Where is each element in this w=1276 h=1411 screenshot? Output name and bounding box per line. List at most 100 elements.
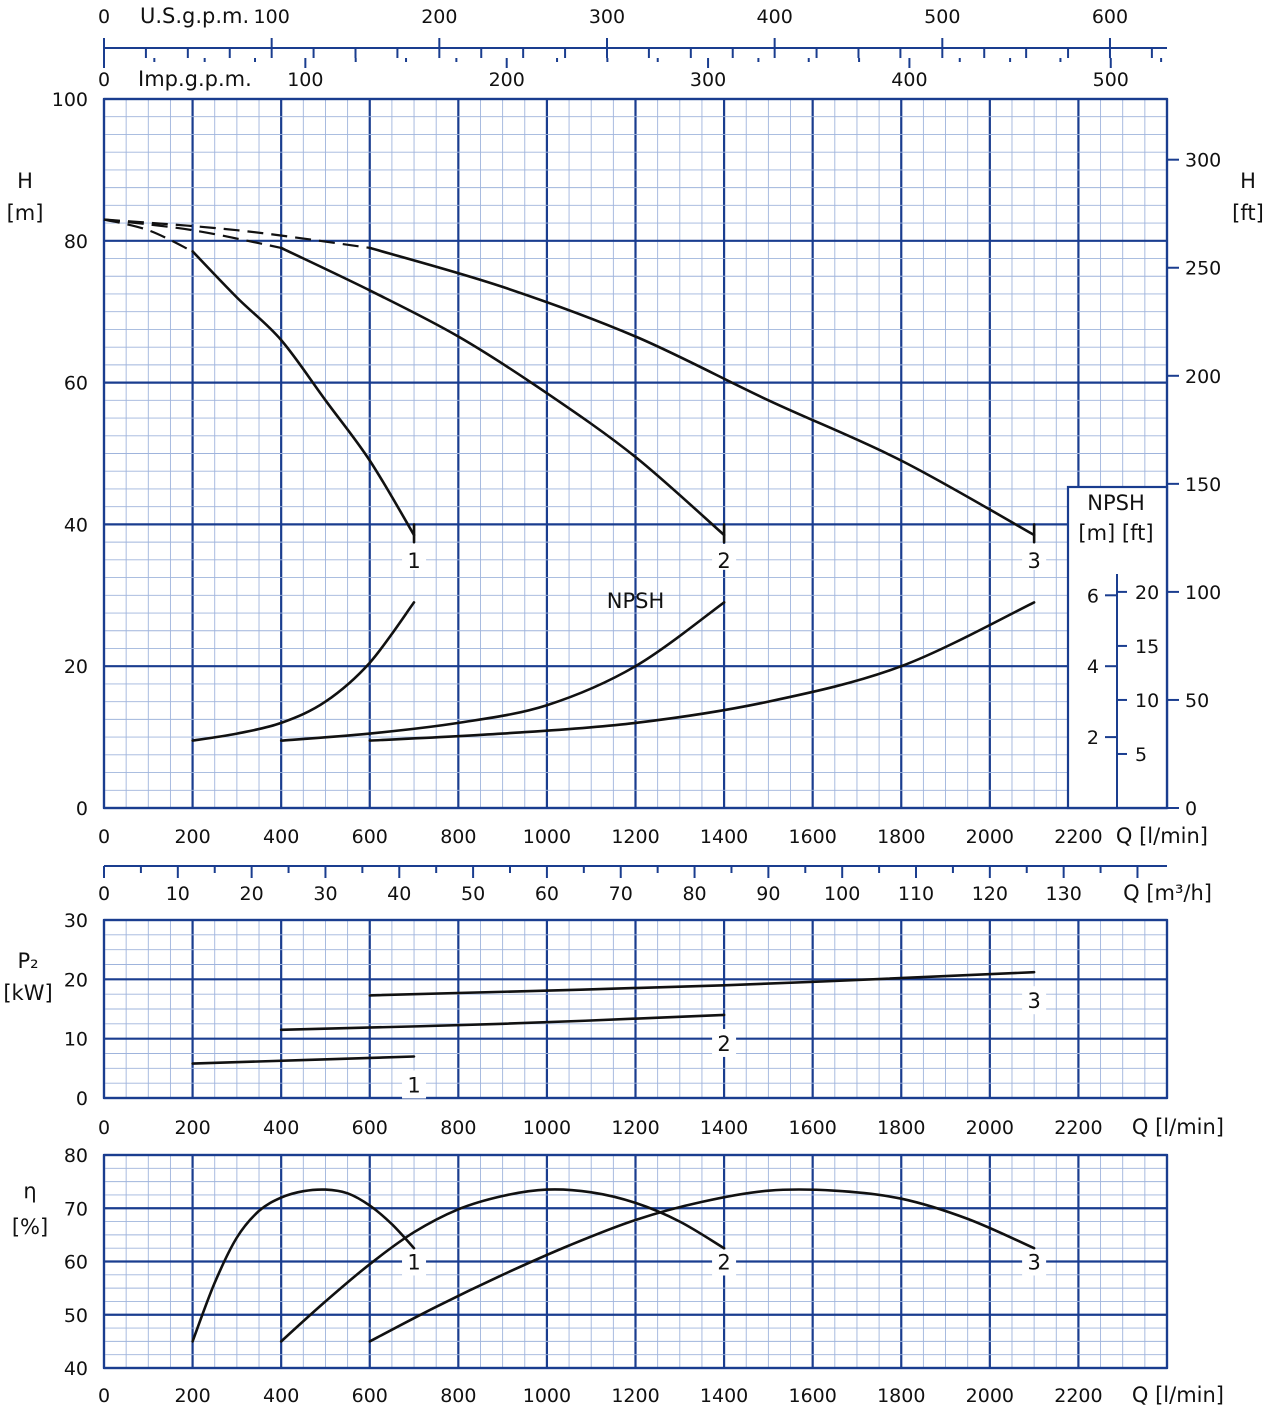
- head-x-tick-label: 600: [352, 826, 388, 848]
- power-curve-label-3: 3: [1027, 989, 1040, 1013]
- efficiency-curve-label-1: 1: [407, 1250, 420, 1274]
- eff-x-tick-label: 0: [98, 1385, 110, 1407]
- head-y-tick-label: 60: [64, 373, 88, 395]
- power-curve-label-bg: [402, 1070, 427, 1099]
- impgpm-tick-label: 500: [1093, 69, 1129, 91]
- efficiency-curve-label-2: 2: [717, 1250, 730, 1274]
- eff-x-tick-label: 200: [174, 1385, 210, 1407]
- head-curve-2: [279, 246, 726, 537]
- efficiency-curve-label-bg: [712, 1249, 737, 1276]
- head-curve-2-dashed: [103, 218, 282, 249]
- eff-x-tick-label: 1800: [877, 1385, 925, 1407]
- head-x-tick-label: 800: [440, 826, 476, 848]
- head-x-tick-label: 2000: [966, 826, 1014, 848]
- m3h-tick-label: 100: [824, 883, 860, 905]
- power-x-tick-label: 1600: [788, 1117, 836, 1139]
- eff-x-tick-label: 2000: [966, 1385, 1014, 1407]
- efficiency-curve-label-3: 3: [1027, 1250, 1040, 1274]
- eff-y-tick-label: 60: [64, 1252, 88, 1274]
- eff-x-tick-label: 1600: [788, 1385, 836, 1407]
- axis-layer: [102, 38, 1179, 1370]
- eff-x-tick-label: 800: [440, 1385, 476, 1407]
- efficiency-x-axis-label: Q [l/min]: [1132, 1383, 1224, 1407]
- npsh-ft-tick-label: 5: [1135, 744, 1147, 766]
- head-right-tick-label: 100: [1185, 582, 1221, 604]
- power-y-tick-label: 0: [76, 1088, 88, 1110]
- m3h-tick-label: 10: [166, 883, 190, 905]
- usgpm-tick-label: 600: [1092, 6, 1128, 28]
- m3h-tick-label: 50: [461, 883, 485, 905]
- power-curve-label-bg: [712, 1028, 737, 1057]
- npsh-box-units: [m] [ft]: [1078, 521, 1153, 545]
- efficiency-curve-1: [191, 1188, 416, 1343]
- usgpm-tick-label: 0: [98, 6, 110, 28]
- head-curve-label-bg: [402, 543, 427, 570]
- npsh-curve-2: [279, 601, 726, 742]
- eff-x-tick-label: 1400: [700, 1385, 748, 1407]
- power-x-tick-label: 800: [440, 1117, 476, 1139]
- power-axis-unit: [kW]: [3, 981, 52, 1005]
- efficiency-curve-3: [368, 1188, 1036, 1343]
- power-y-tick-label: 20: [64, 969, 88, 991]
- head-right-tick-label: 50: [1185, 690, 1209, 712]
- power-x-tick-label: 1200: [611, 1117, 659, 1139]
- eff-x-tick-label: 1000: [523, 1385, 571, 1407]
- power-curve-3: [368, 970, 1036, 997]
- usgpm-tick-label: 200: [421, 6, 457, 28]
- head-right-tick-label: 200: [1185, 366, 1221, 388]
- npsh-curve-3: [368, 601, 1036, 742]
- head-x-tick-label: 1200: [611, 826, 659, 848]
- m3h-tick-label: 0: [98, 883, 110, 905]
- efficiency-axis-unit: [%]: [12, 1215, 48, 1239]
- m3h-tick-label: 30: [313, 883, 337, 905]
- impgpm-tick-label: 0: [98, 69, 110, 91]
- head-y-tick-label: 0: [76, 798, 88, 820]
- impgpm-tick-label: 200: [489, 69, 525, 91]
- head-x-tick-label: 1400: [700, 826, 748, 848]
- m3h-tick-label: 40: [387, 883, 411, 905]
- impgpm-tick-label: 100: [287, 69, 323, 91]
- head-x-tick-label: 2200: [1054, 826, 1102, 848]
- m3h-tick-label: 90: [756, 883, 780, 905]
- head-curve-3-dashed: [103, 218, 370, 249]
- head-y-tick-label: 40: [64, 514, 88, 536]
- usgpm-tick-label: 300: [589, 6, 625, 28]
- head-x-tick-label: 200: [174, 826, 210, 848]
- npsh-annotation: NPSH: [607, 589, 665, 613]
- impgpm-axis-label: Imp.g.p.m.: [138, 67, 252, 91]
- eff-x-tick-label: 400: [263, 1385, 299, 1407]
- head-right-tick-label: 250: [1185, 258, 1221, 280]
- impgpm-tick-label: 400: [891, 69, 927, 91]
- efficiency-axis-title: η: [23, 1179, 36, 1203]
- power-frame: [102, 918, 1169, 1100]
- head-curve-1: [191, 250, 416, 537]
- power-x-axis-label: Q [l/min]: [1132, 1115, 1224, 1139]
- m3h-tick-label: 70: [609, 883, 633, 905]
- eff-x-tick-label: 1200: [611, 1385, 659, 1407]
- head-y-tick-label: 80: [64, 231, 88, 253]
- power-curve-2: [279, 1013, 726, 1032]
- npsh-m-tick-label: 6: [1087, 585, 1099, 607]
- head-x-tick-label: 1600: [788, 826, 836, 848]
- head-curve-label-1: 1: [407, 549, 420, 573]
- power-x-tick-label: 1800: [877, 1117, 925, 1139]
- head-curve-3: [368, 246, 1036, 537]
- npsh-m-tick-label: 4: [1087, 656, 1099, 678]
- efficiency-curve-label-bg: [1022, 1249, 1047, 1276]
- impgpm-tick-label: 300: [690, 69, 726, 91]
- power-curve-label-bg: [1022, 986, 1047, 1015]
- npsh-curve-1: [191, 601, 416, 742]
- head-right-tick-label: 150: [1185, 474, 1221, 496]
- power-x-tick-label: 1400: [700, 1117, 748, 1139]
- power-y-tick-label: 30: [64, 910, 88, 932]
- head-y-tick-label: 20: [64, 656, 88, 678]
- head-y-tick-label: 100: [52, 89, 88, 111]
- power-curve-label-1: 1: [407, 1073, 420, 1097]
- head-x-tick-label: 0: [98, 826, 110, 848]
- m3h-tick-label: 130: [1046, 883, 1082, 905]
- usgpm-axis-label: U.S.g.p.m.: [140, 4, 249, 28]
- power-curve-1: [191, 1055, 416, 1065]
- power-curve-label-2: 2: [717, 1032, 730, 1056]
- power-x-tick-label: 2200: [1054, 1117, 1102, 1139]
